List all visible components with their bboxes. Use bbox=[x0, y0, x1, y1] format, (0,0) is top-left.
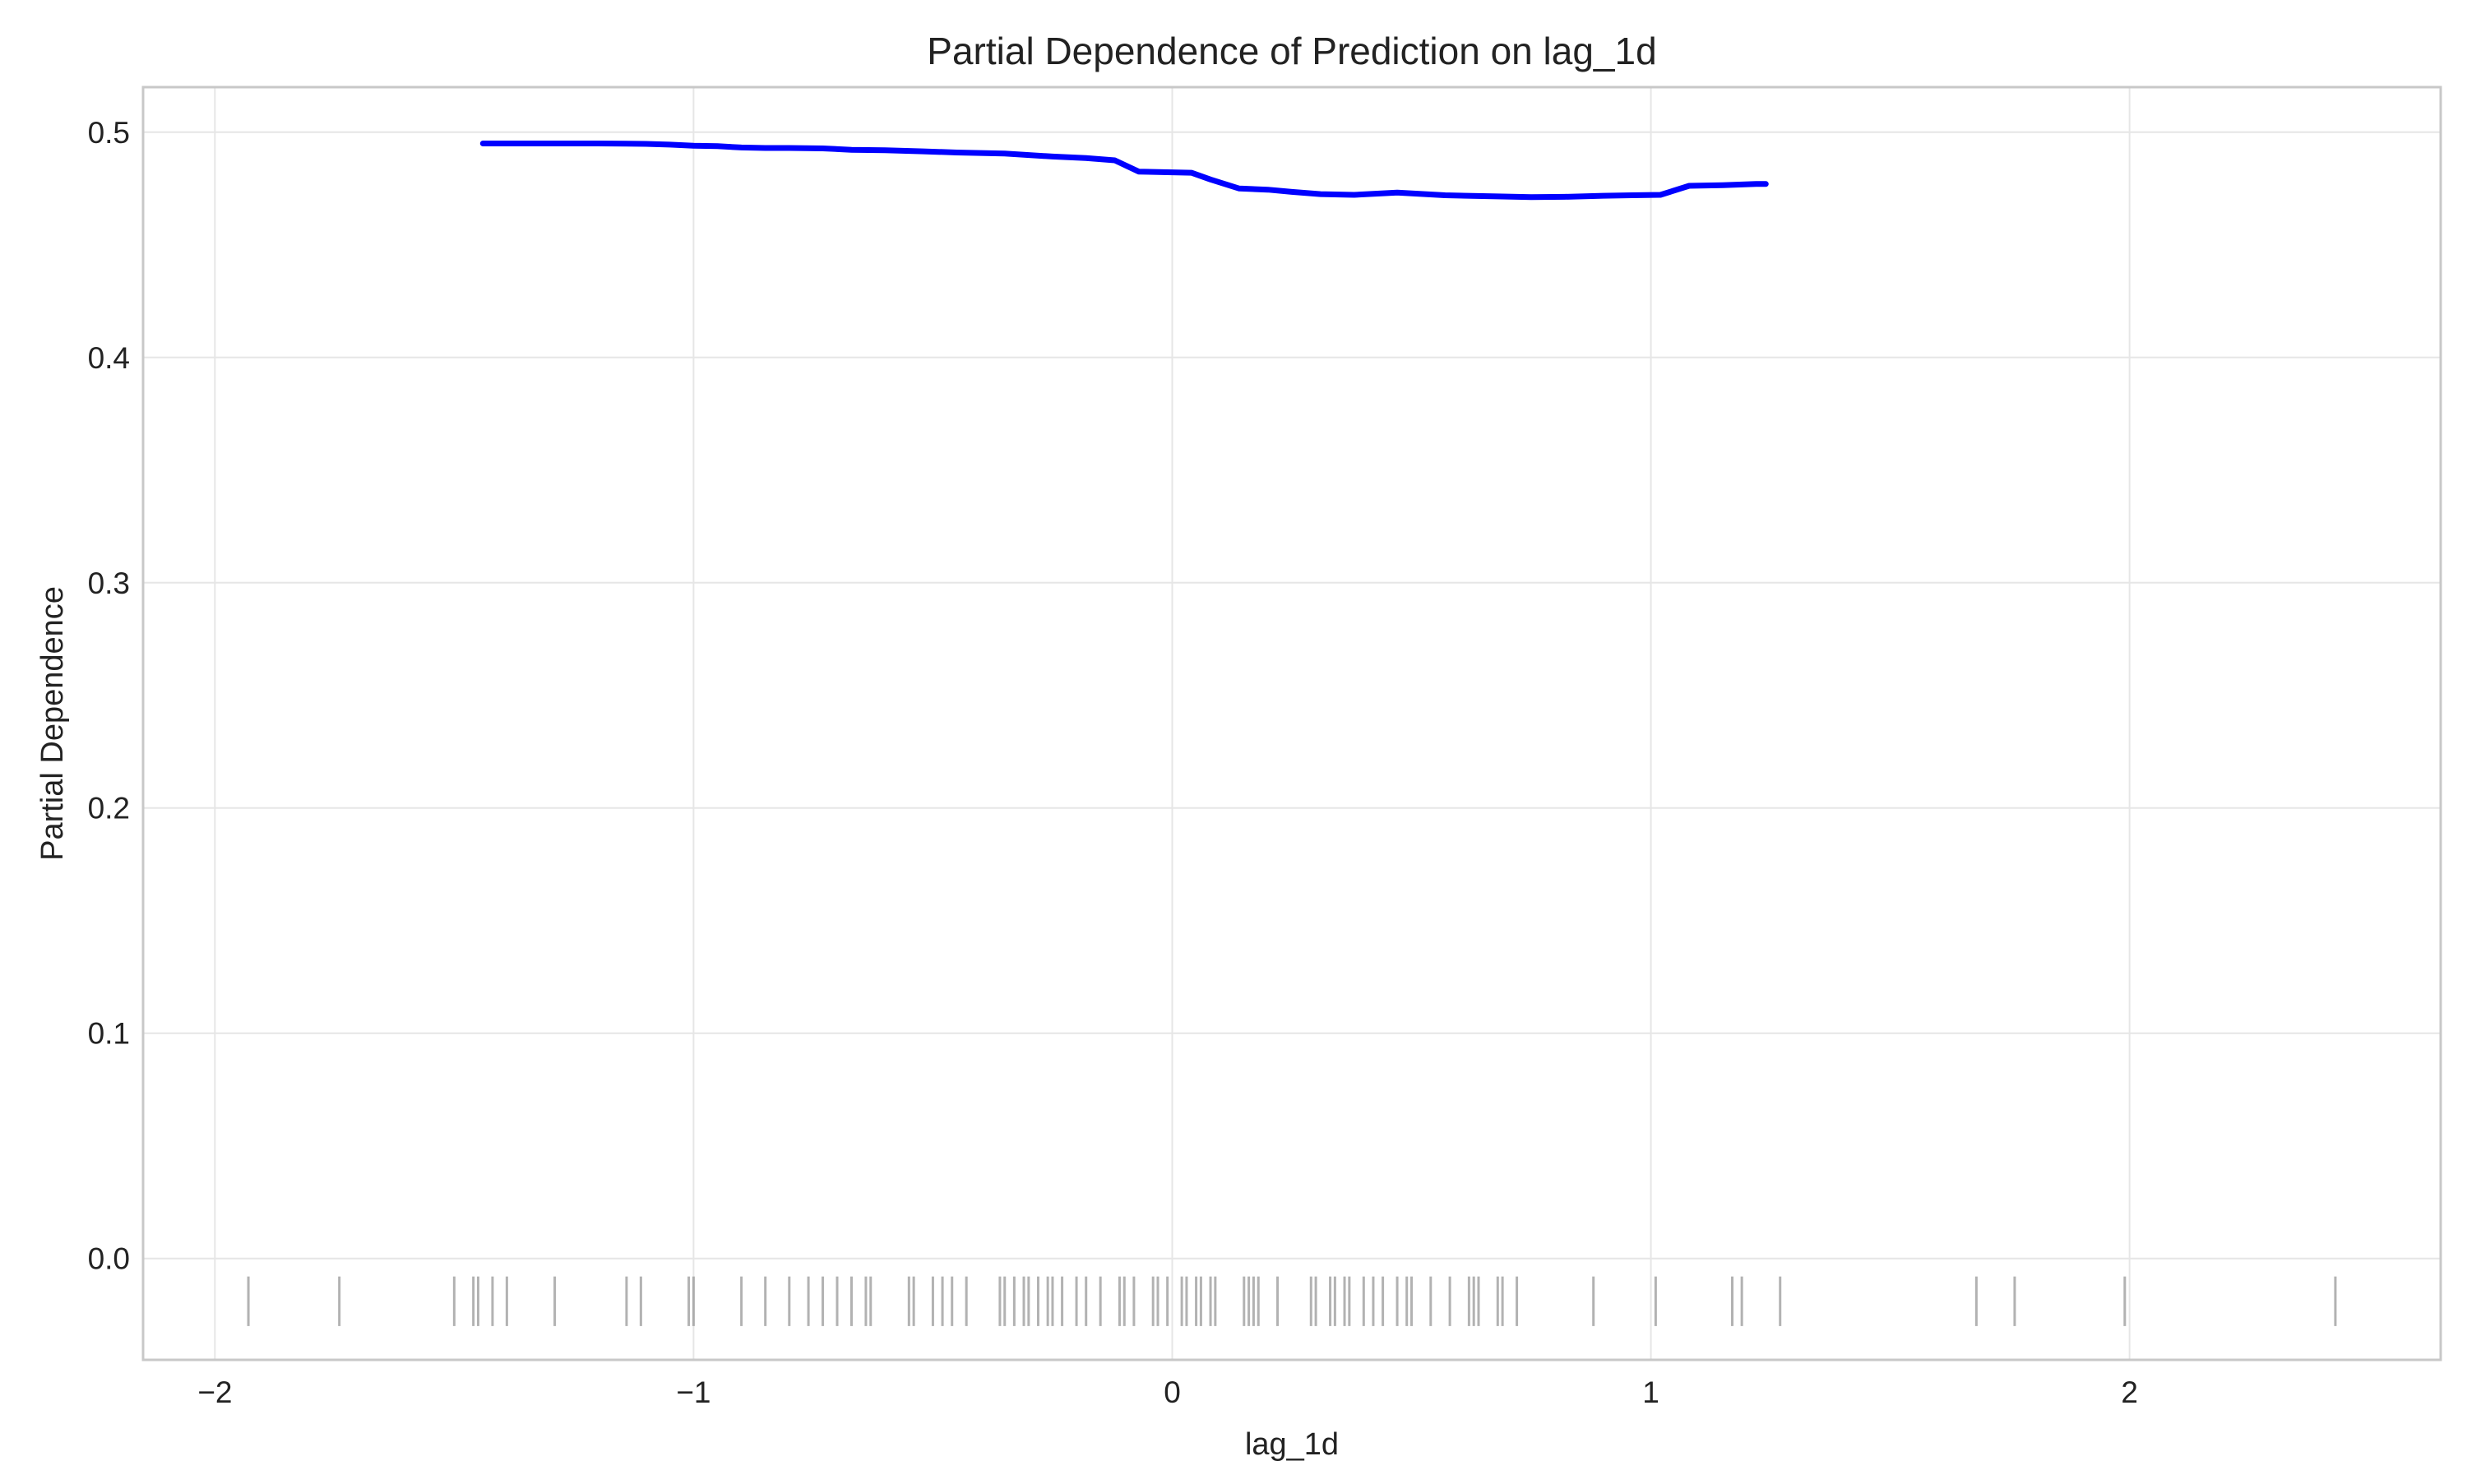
partial-dependence-line bbox=[479, 141, 1769, 201]
y-tick-label: 0.4 bbox=[88, 341, 130, 375]
grid-lines bbox=[143, 87, 2441, 1360]
x-tick-label: 1 bbox=[1642, 1375, 1659, 1409]
x-tick-label: 0 bbox=[1164, 1375, 1181, 1409]
x-tick-label: −2 bbox=[197, 1375, 232, 1409]
y-tick-label: 0.5 bbox=[88, 116, 130, 150]
y-axis-label: Partial Dependence bbox=[35, 586, 70, 861]
y-tick-label: 0.3 bbox=[88, 566, 130, 600]
x-axis-ticks: −2 −1 0 1 2 bbox=[197, 1375, 2138, 1409]
plot-frame bbox=[141, 86, 2442, 1361]
y-tick-label: 0.2 bbox=[88, 792, 130, 825]
y-tick-label: 0.0 bbox=[88, 1242, 130, 1276]
rug-plot bbox=[247, 1276, 2337, 1326]
partial-dependence-series bbox=[479, 141, 1769, 201]
y-tick-label: 0.1 bbox=[88, 1017, 130, 1051]
x-axis-label: lag_1d bbox=[1245, 1427, 1339, 1462]
chart-title: Partial Dependence of Prediction on lag_… bbox=[927, 30, 1656, 72]
y-axis-ticks: 0.0 0.1 0.2 0.3 0.4 0.5 bbox=[88, 116, 130, 1276]
x-tick-label: −1 bbox=[676, 1375, 710, 1409]
x-tick-label: 2 bbox=[2121, 1375, 2138, 1409]
